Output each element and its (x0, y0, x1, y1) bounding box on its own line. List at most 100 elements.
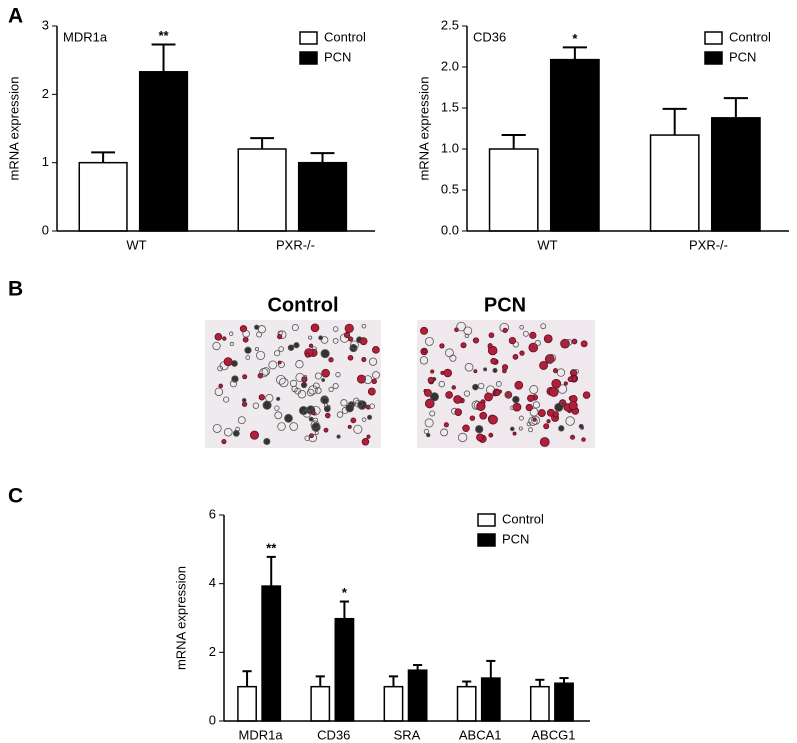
cell (430, 369, 435, 374)
legend-label: PCN (324, 49, 351, 64)
cell (457, 432, 468, 443)
cell (484, 392, 493, 402)
cell (222, 336, 227, 341)
cell (512, 431, 517, 436)
cell (532, 417, 537, 422)
cell (423, 428, 430, 435)
cell (239, 325, 248, 333)
panel-label: B (8, 278, 23, 301)
cell (277, 360, 282, 365)
legend-swatch (704, 51, 723, 65)
cell (274, 405, 280, 411)
cell (359, 337, 368, 346)
cell (518, 426, 523, 431)
y-tick-label: 0 (42, 222, 49, 237)
cell (528, 342, 539, 353)
cell (277, 422, 286, 431)
cell (353, 424, 363, 434)
cell (274, 411, 283, 420)
cell (567, 376, 574, 383)
cell (308, 416, 314, 422)
cell (488, 414, 498, 425)
cell (488, 332, 495, 339)
cell (291, 385, 298, 393)
cell (221, 438, 227, 445)
cell (287, 344, 295, 351)
bar (237, 685, 257, 722)
cell (237, 416, 246, 425)
chart-title: MDR1a (63, 29, 108, 44)
cell (469, 415, 476, 421)
cell (278, 346, 285, 352)
cell (323, 427, 329, 433)
cell (372, 371, 380, 379)
cell (582, 391, 591, 399)
cell (344, 323, 354, 334)
cell (349, 344, 358, 353)
x-tick-label: PXR-/- (689, 237, 728, 252)
cell (259, 368, 269, 378)
cell (335, 372, 341, 378)
cell (212, 423, 222, 433)
cell (361, 357, 367, 363)
bar (456, 685, 477, 722)
cell (546, 419, 551, 424)
cell (443, 368, 452, 378)
cell (261, 367, 271, 376)
cell (419, 356, 429, 365)
cell (422, 349, 427, 354)
cell (304, 435, 311, 441)
cell (361, 323, 367, 329)
micrograph (205, 320, 381, 448)
cell (297, 389, 307, 399)
cell (314, 372, 322, 380)
cell (293, 342, 300, 349)
cell (571, 338, 578, 345)
cell (212, 341, 221, 351)
cell (443, 422, 449, 428)
y-tick-label: 1.0 (441, 140, 459, 155)
y-tick-label: 1.5 (441, 99, 459, 114)
cell (223, 427, 233, 437)
cell (274, 350, 281, 357)
cell (463, 326, 473, 336)
cell (332, 326, 339, 332)
cell (268, 360, 278, 370)
cell (368, 357, 378, 366)
cell (218, 383, 223, 389)
cell (526, 421, 532, 427)
cell (539, 360, 549, 370)
cell (528, 427, 533, 433)
cell (372, 346, 380, 354)
cell (350, 417, 357, 424)
cell (311, 410, 316, 416)
cell (472, 383, 479, 391)
cell (223, 396, 230, 403)
y-tick-label: 3 (42, 17, 49, 32)
cell (347, 424, 352, 429)
cell (241, 401, 248, 407)
cell (445, 391, 453, 399)
cell (551, 378, 562, 389)
x-tick-label: ABCA1 (459, 727, 502, 742)
cell (558, 425, 565, 432)
cell (367, 387, 376, 396)
cell (472, 337, 480, 344)
cell (495, 381, 502, 387)
y-axis-label: mRNA expression (416, 76, 431, 180)
legend-swatch (704, 31, 723, 45)
cell (256, 331, 263, 338)
cell (445, 348, 454, 358)
legend-label: Control (502, 511, 544, 526)
cell (262, 400, 272, 410)
bar (310, 685, 331, 722)
bar (261, 585, 282, 722)
cell (424, 336, 434, 346)
cell (581, 437, 586, 442)
cell (323, 403, 328, 408)
cell (310, 420, 320, 430)
cell (252, 402, 260, 409)
cell (464, 333, 470, 338)
cell (488, 432, 494, 438)
cell (223, 357, 233, 367)
